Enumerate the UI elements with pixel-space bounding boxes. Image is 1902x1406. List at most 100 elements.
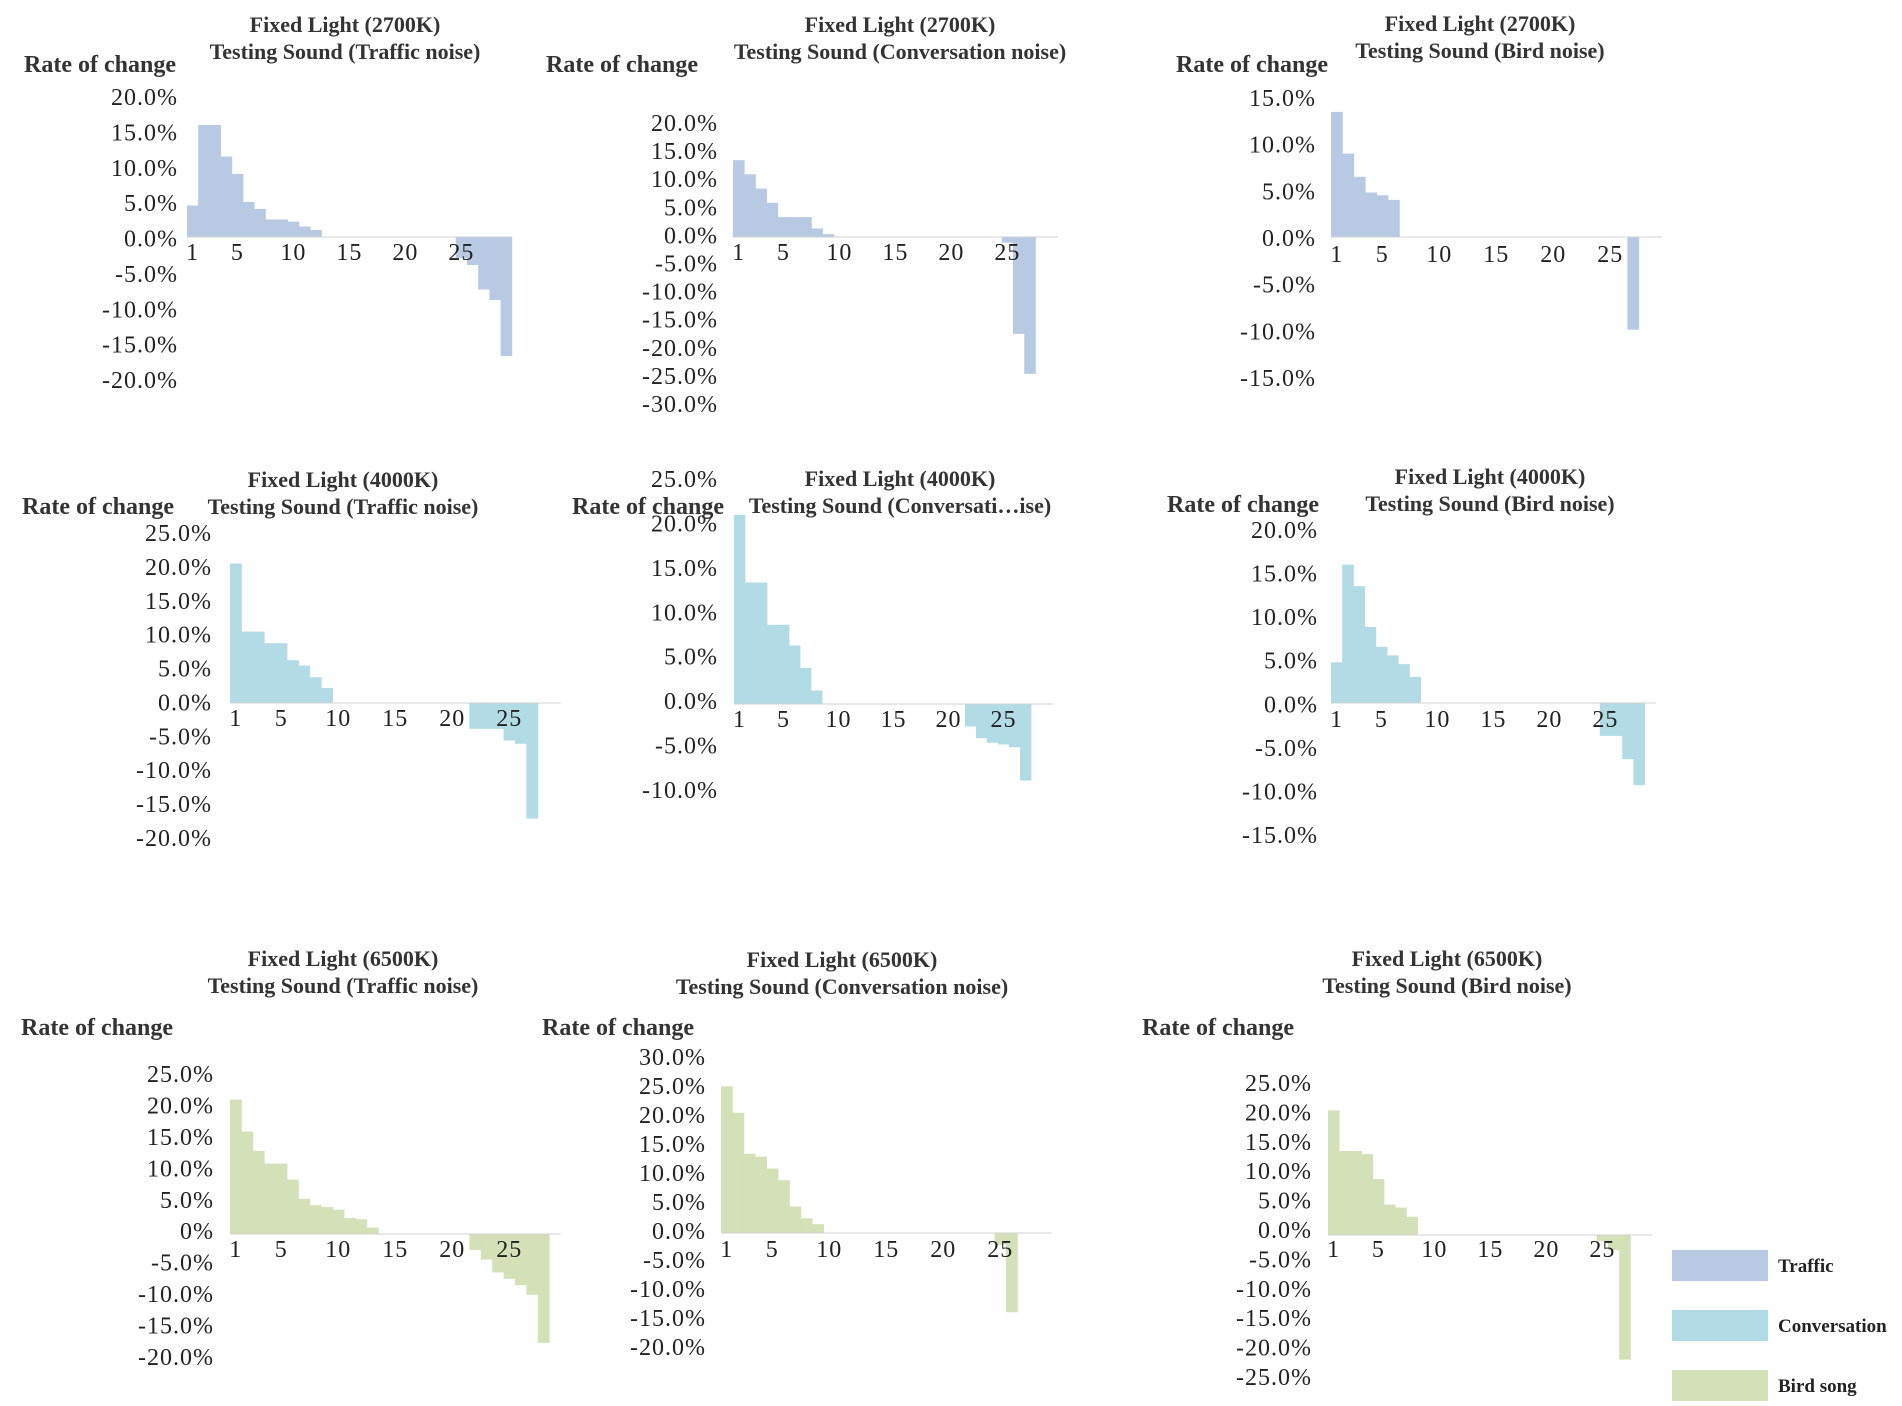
x-tick-label: 15	[1477, 1237, 1503, 1263]
y-tick-label: 25.0%	[1245, 1071, 1312, 1097]
data-bar	[1339, 1151, 1351, 1235]
y-tick-label: -5.0%	[655, 734, 718, 760]
data-bar	[1395, 1207, 1407, 1235]
data-bar	[287, 660, 299, 703]
data-bar	[252, 631, 265, 703]
legend-swatch	[1672, 1370, 1768, 1401]
data-bar	[230, 563, 242, 703]
y-axis-label: Rate of change	[1176, 52, 1328, 78]
data-bar	[745, 582, 757, 704]
data-bar	[1376, 195, 1389, 237]
x-tick-label: 10	[1424, 707, 1450, 733]
data-bar	[976, 704, 988, 739]
y-axis-label: Rate of change	[546, 52, 698, 78]
legend-label: Conversation	[1778, 1316, 1887, 1337]
data-bar	[987, 704, 999, 743]
data-bar	[756, 582, 768, 704]
data-bar	[1384, 1204, 1396, 1235]
y-tick-label: 20.0%	[651, 511, 718, 537]
x-tick-label: 15	[336, 240, 362, 266]
chart-panel: Fixed Light (2700K)Testing Sound (Conver…	[546, 12, 1066, 418]
x-tick-label: 1	[229, 1237, 242, 1263]
x-tick-label: 1	[1327, 1237, 1340, 1263]
x-tick-label: 25	[1597, 242, 1623, 268]
data-bar	[275, 1163, 288, 1234]
y-axis-label: Rate of change	[21, 1015, 173, 1041]
data-bar	[755, 188, 767, 238]
data-bar	[187, 205, 199, 237]
x-tick-label: 10	[325, 706, 351, 732]
x-tick-label: 10	[325, 1237, 351, 1263]
y-tick-label: 20.0%	[145, 555, 212, 581]
y-tick-label: 0%	[180, 1219, 214, 1245]
y-axis-label: Rate of change	[24, 52, 176, 78]
chart-panel: Fixed Light (6500K)Testing Sound (Conver…	[542, 947, 1052, 1361]
y-tick-label: 20.0%	[651, 111, 718, 137]
y-tick-label: 25.0%	[639, 1074, 706, 1100]
y-tick-label: 20.0%	[639, 1103, 706, 1129]
data-bar	[469, 1234, 482, 1250]
x-tick-label: 10	[1421, 1237, 1447, 1263]
x-tick-label: 1	[229, 706, 242, 732]
y-tick-label: 10.0%	[651, 600, 718, 626]
x-tick-label: 1	[733, 707, 746, 733]
data-bar	[965, 704, 977, 727]
x-tick-label: 25	[1592, 707, 1618, 733]
y-axis-label: Rate of change	[22, 494, 174, 520]
y-tick-label: 5.0%	[1262, 179, 1316, 205]
data-bar	[321, 688, 333, 703]
y-tick-label: 20.0%	[147, 1093, 214, 1119]
data-bar	[1633, 703, 1645, 786]
data-bar	[1364, 626, 1377, 703]
x-tick-label: 5	[231, 240, 244, 266]
x-tick-label: 20	[930, 1237, 956, 1263]
y-tick-label: 20.0%	[111, 85, 178, 111]
y-tick-label: -20.0%	[630, 1335, 706, 1361]
y-tick-label: -10.0%	[1236, 1277, 1312, 1303]
data-bar	[734, 515, 746, 704]
chart-title-line2: Testing Sound (Traffic noise)	[208, 494, 479, 519]
data-bar	[480, 1234, 493, 1260]
y-tick-label: 5.0%	[160, 1188, 214, 1214]
y-tick-label: -15.0%	[630, 1306, 706, 1332]
data-bar	[743, 1153, 756, 1233]
y-tick-label: 10.0%	[1251, 605, 1318, 631]
x-tick-label: 5	[1375, 707, 1388, 733]
y-tick-label: 20.0%	[1245, 1100, 1312, 1126]
y-tick-label: 0.0%	[1258, 1218, 1312, 1244]
y-tick-label: -25.0%	[1236, 1365, 1312, 1391]
y-tick-label: -5.0%	[655, 252, 718, 278]
y-tick-label: 15.0%	[1249, 86, 1316, 112]
data-bar	[1361, 1154, 1374, 1235]
data-bar	[254, 209, 266, 237]
x-tick-label: 20	[439, 1237, 465, 1263]
data-bar	[276, 219, 289, 237]
data-bar	[1328, 1110, 1340, 1235]
chart-title-line1: Fixed Light (6500K)	[248, 946, 439, 971]
x-tick-label: 20	[938, 240, 964, 266]
x-tick-label: 20	[1536, 707, 1562, 733]
data-bar	[264, 1163, 276, 1234]
chart-panel: Fixed Light (4000K)Testing Sound (Traffi…	[22, 467, 561, 852]
y-tick-label: 10.0%	[1249, 133, 1316, 159]
data-bar	[789, 1206, 802, 1233]
chart-title-line2: Testing Sound (Bird noise)	[1365, 491, 1614, 516]
data-bar	[733, 160, 745, 238]
x-tick-label: 20	[1540, 242, 1566, 268]
data-bar	[526, 1234, 539, 1295]
data-bar	[1372, 1179, 1385, 1235]
chart-panel: Fixed Light (6500K)Testing Sound (Traffi…	[21, 946, 561, 1371]
y-tick-label: 10.0%	[1245, 1159, 1312, 1185]
y-tick-label: 15.0%	[145, 589, 212, 615]
y-tick-label: 0.0%	[1264, 692, 1318, 718]
y-tick-label: 0.0%	[664, 689, 718, 715]
legend-item: Bird song	[1672, 1370, 1857, 1401]
y-tick-label: 10.0%	[639, 1161, 706, 1187]
y-tick-label: -10.0%	[642, 778, 718, 804]
data-bar	[455, 237, 468, 258]
x-tick-label: 15	[382, 1237, 408, 1263]
y-tick-label: -15.0%	[138, 1314, 214, 1340]
x-tick-label: 15	[382, 706, 408, 732]
data-bar	[1342, 564, 1354, 703]
